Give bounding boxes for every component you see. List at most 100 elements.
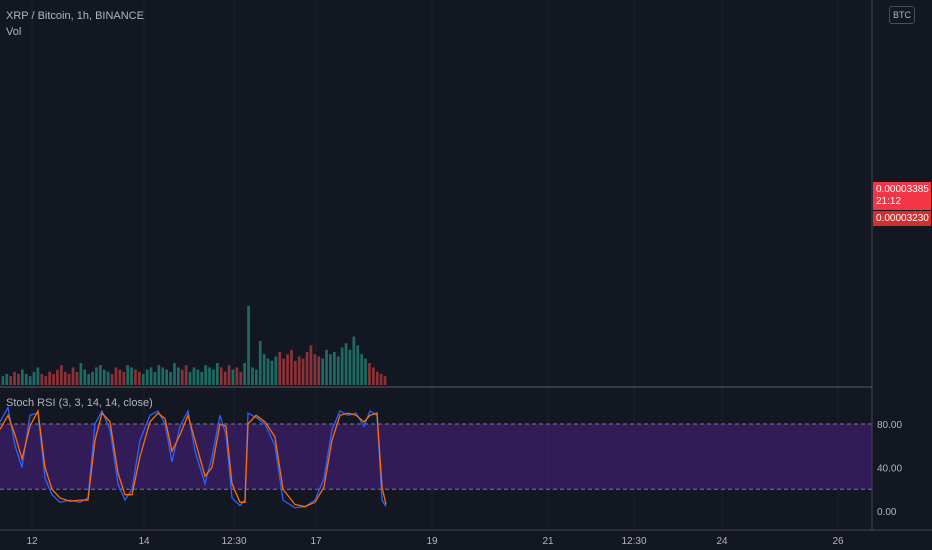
volume-bar — [56, 369, 59, 385]
volume-bar — [134, 369, 137, 385]
volume-bar — [145, 369, 149, 385]
volume-bar — [208, 367, 211, 385]
volume-bar — [313, 354, 317, 385]
volume-bar — [297, 356, 301, 385]
volume-bar — [138, 371, 141, 385]
volume-bar — [309, 345, 313, 385]
volume-bar — [99, 365, 102, 385]
volume-bar — [21, 369, 24, 385]
volume-bar — [184, 365, 188, 385]
volume-bar — [379, 374, 383, 385]
time-tick-label: 21 — [542, 536, 554, 547]
volume-bar — [40, 374, 44, 385]
stoch-d-line — [0, 408, 387, 508]
symbol-title[interactable]: XRP / Bitcoin, 1h, BINANCE — [6, 10, 144, 22]
volume-bar — [79, 363, 83, 385]
volume-bars — [1, 305, 387, 385]
volume-bar — [344, 343, 348, 385]
volume-bar — [372, 367, 375, 385]
volume-bar — [165, 369, 168, 385]
volume-bar — [375, 371, 379, 385]
stoch-tick-label: 80.00 — [877, 420, 902, 431]
volume-bar — [294, 360, 297, 385]
volume-bar — [126, 365, 129, 385]
volume-bar — [329, 354, 332, 385]
volume-bar — [231, 369, 235, 385]
volume-bar — [286, 354, 289, 385]
volume-bar — [188, 371, 192, 385]
volume-bar — [325, 349, 328, 385]
volume-bar — [122, 371, 126, 385]
volume-bar — [196, 369, 200, 385]
volume-label[interactable]: Vol — [6, 26, 22, 38]
volume-bar — [223, 371, 227, 385]
volume-bar — [301, 358, 305, 385]
volume-bar — [336, 356, 340, 385]
volume-bar — [60, 365, 63, 385]
currency-button[interactable]: BTC — [889, 6, 915, 24]
volume-bar — [149, 367, 153, 385]
candle-countdown: 21:12 — [876, 196, 902, 207]
volume-bar — [63, 371, 67, 385]
volume-bar — [114, 367, 118, 385]
volume-bar — [102, 369, 106, 385]
volume-bar — [219, 367, 223, 385]
volume-bar — [28, 376, 32, 385]
volume-bar — [348, 349, 352, 385]
volume-bar — [87, 374, 90, 385]
stoch-rsi-title[interactable]: Stoch RSI (3, 3, 14, 14, close) — [6, 397, 153, 409]
volume-bar — [212, 369, 215, 385]
volume-bar — [305, 352, 309, 385]
time-tick-label: 26 — [832, 536, 844, 547]
time-tick-label: 19 — [426, 536, 438, 547]
volume-bar — [282, 358, 285, 385]
volume-bar — [17, 374, 20, 385]
volume-bar — [364, 358, 367, 385]
volume-bar — [91, 371, 94, 385]
volume-bar — [36, 367, 40, 385]
volume-bar — [192, 367, 196, 385]
grid — [31, 0, 839, 530]
volume-bar — [278, 352, 282, 385]
volume-bar — [243, 363, 246, 385]
time-tick-label: 24 — [716, 536, 728, 547]
time-axis[interactable]: 12 14 12:30 17 19 21 12:30 24 26 — [26, 536, 844, 547]
volume-bar — [75, 371, 79, 385]
stoch-axis[interactable]: 80.00 40.00 0.00 — [877, 420, 902, 518]
volume-bar — [110, 374, 114, 385]
volume-bar — [1, 376, 5, 385]
volume-bar — [200, 371, 204, 385]
volume-bar — [258, 341, 262, 385]
volume-bar — [251, 367, 254, 385]
stoch-band — [0, 424, 872, 490]
volume-bar — [52, 374, 55, 385]
volume-bar — [317, 356, 321, 385]
stoch-tick-label: 40.00 — [877, 464, 902, 475]
volume-bar — [13, 371, 16, 385]
volume-bar — [130, 367, 133, 385]
volume-bar — [32, 371, 36, 385]
stoch-k-line — [0, 405, 387, 509]
volume-bar — [356, 345, 360, 385]
volume-bar — [153, 371, 157, 385]
volume-bar — [340, 347, 344, 385]
volume-bar — [24, 374, 28, 385]
volume-bar — [157, 365, 161, 385]
time-tick-label: 14 — [138, 536, 150, 547]
volume-bar — [270, 360, 274, 385]
volume-bar — [321, 358, 324, 385]
volume-bar — [180, 369, 184, 385]
volume-bar — [169, 371, 172, 385]
volume-bar — [235, 367, 239, 385]
volume-bar — [71, 367, 75, 385]
volume-bar — [383, 376, 387, 385]
volume-bar — [173, 363, 176, 385]
last-price-tag: 0.00003385 21:12 — [873, 182, 931, 210]
volume-bar — [141, 374, 145, 385]
volume-bar — [9, 376, 12, 385]
volume-bar — [106, 371, 110, 385]
volume-bar — [368, 363, 371, 385]
time-tick-label: 12:30 — [221, 536, 246, 547]
volume-bar — [255, 369, 258, 385]
